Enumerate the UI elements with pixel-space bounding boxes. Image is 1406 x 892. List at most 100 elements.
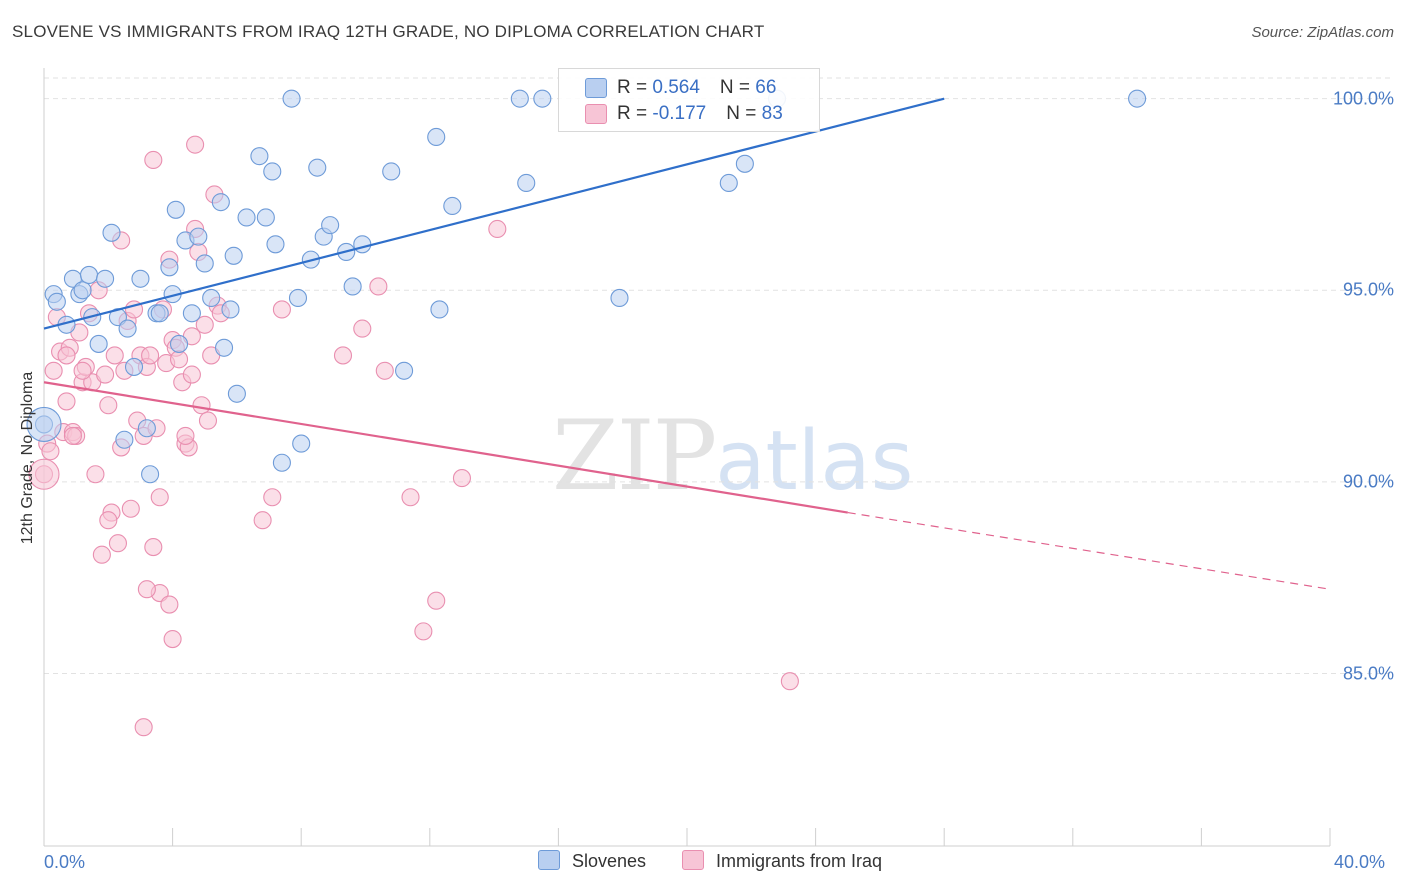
data-point-slovenes — [1128, 89, 1147, 108]
data-point-iraq — [198, 411, 218, 430]
data-point-slovenes — [214, 338, 234, 357]
data-point-slovenes — [79, 265, 99, 285]
data-point-slovenes — [118, 319, 137, 338]
data-point-slovenes — [89, 334, 108, 353]
data-point-slovenes — [160, 258, 179, 277]
trend-line-iraq — [43, 381, 848, 514]
y-tick-label: 100.0% — [1332, 88, 1394, 109]
y-axis-label: 12th Grade, No Diploma — [19, 371, 36, 545]
chart-title: SLOVENE VS IMMIGRANTS FROM IRAQ 12TH GRA… — [12, 22, 765, 41]
data-point-slovenes — [189, 227, 208, 246]
data-point-slovenes — [211, 193, 230, 212]
data-point-iraq — [186, 135, 205, 154]
data-point-slovenes — [224, 246, 243, 265]
data-point-iraq — [333, 346, 353, 365]
source-label: Source: ZipAtlas.com — [1251, 24, 1394, 41]
trend-lines — [43, 97, 1331, 590]
data-point-slovenes — [382, 162, 401, 181]
data-point-slovenes — [427, 127, 446, 147]
data-point-iraq — [41, 442, 60, 461]
legend-item-slovenes[interactable]: Slovenes — [538, 850, 646, 872]
data-point-slovenes — [308, 158, 327, 177]
data-point-slovenes — [227, 384, 246, 403]
axes — [43, 68, 1331, 847]
data-point-iraq — [182, 365, 201, 384]
data-point-iraq — [353, 319, 372, 338]
data-point-slovenes — [533, 89, 552, 108]
data-point-slovenes — [47, 292, 66, 311]
y-tick-label: 95.0% — [1342, 279, 1394, 300]
data-point-iraq — [73, 361, 92, 380]
data-point-iraq — [99, 396, 118, 415]
swatch-slovenes — [585, 78, 607, 98]
data-point-slovenes — [321, 216, 340, 235]
data-point-iraq — [452, 469, 472, 488]
data-point-iraq — [57, 346, 76, 365]
data-point-iraq — [272, 300, 291, 319]
data-point-slovenes — [115, 430, 134, 449]
data-point-slovenes — [141, 465, 160, 484]
data-point-iraq — [160, 595, 179, 614]
r-label: R = — [617, 103, 653, 124]
data-point-slovenes — [131, 269, 150, 288]
data-point-iraq — [375, 361, 394, 380]
data-point-iraq — [134, 718, 153, 737]
stats-legend: R = 0.564 N = 66 R = -0.177 N = 83 — [558, 68, 820, 132]
data-point-iraq — [163, 629, 182, 649]
data-point-slovenes — [266, 235, 285, 254]
data-point-slovenes — [610, 288, 629, 308]
watermark-atlas: atlas — [715, 414, 914, 509]
n-label: N = — [726, 103, 762, 124]
r-value-iraq: -0.177 — [652, 103, 707, 124]
data-point-slovenes — [719, 173, 738, 193]
data-point-iraq — [263, 488, 282, 507]
data-point-slovenes — [443, 196, 462, 216]
r-label: R = — [617, 77, 653, 98]
data-point-slovenes — [150, 304, 169, 323]
y-tick-label: 85.0% — [1342, 663, 1394, 684]
legend-label-iraq: Immigrants from Iraq — [716, 851, 883, 871]
data-point-slovenes — [96, 269, 115, 288]
legend-item-iraq[interactable]: Immigrants from Iraq — [682, 850, 882, 872]
data-point-iraq — [92, 545, 111, 564]
n-label: N = — [719, 77, 756, 98]
data-point-iraq — [96, 365, 115, 384]
data-point-slovenes — [250, 147, 269, 166]
data-point-iraq — [488, 219, 507, 239]
data-point-slovenes — [166, 200, 185, 219]
n-value-slovenes: 66 — [755, 77, 777, 98]
data-point-slovenes — [73, 281, 92, 300]
data-point-slovenes — [272, 453, 291, 472]
data-point-iraq — [150, 488, 169, 507]
data-point-iraq — [144, 538, 163, 557]
data-point-iraq — [105, 346, 124, 365]
data-point-slovenes — [343, 277, 362, 296]
data-point-slovenes — [169, 334, 189, 353]
data-point-iraq — [57, 392, 76, 411]
data-point-iraq — [169, 350, 189, 369]
data-point-iraq — [401, 488, 420, 507]
data-point-slovenes — [282, 89, 301, 108]
data-point-iraq — [121, 499, 140, 518]
data-point-slovenes — [735, 154, 754, 173]
r-value-slovenes: 0.564 — [652, 77, 700, 98]
gridlines — [44, 77, 1394, 675]
data-point-iraq — [414, 622, 433, 641]
data-point-slovenes-large — [26, 406, 62, 442]
data-point-iraq — [44, 361, 63, 380]
data-point-slovenes — [237, 208, 256, 227]
data-point-iraq — [63, 426, 82, 445]
data-point-slovenes — [510, 89, 529, 108]
data-point-iraq — [137, 580, 156, 599]
data-point-iraq — [780, 672, 799, 691]
watermark-zip: ZIP — [552, 400, 717, 512]
data-point-slovenes — [353, 235, 372, 254]
x-tick-label-min: 0.0% — [44, 852, 86, 872]
data-point-iraq — [195, 315, 214, 334]
swatch-iraq — [585, 104, 607, 124]
series-slovenes — [26, 89, 1147, 484]
data-point-slovenes — [124, 357, 144, 376]
n-value-iraq: 83 — [761, 103, 783, 124]
data-point-slovenes — [221, 300, 240, 319]
